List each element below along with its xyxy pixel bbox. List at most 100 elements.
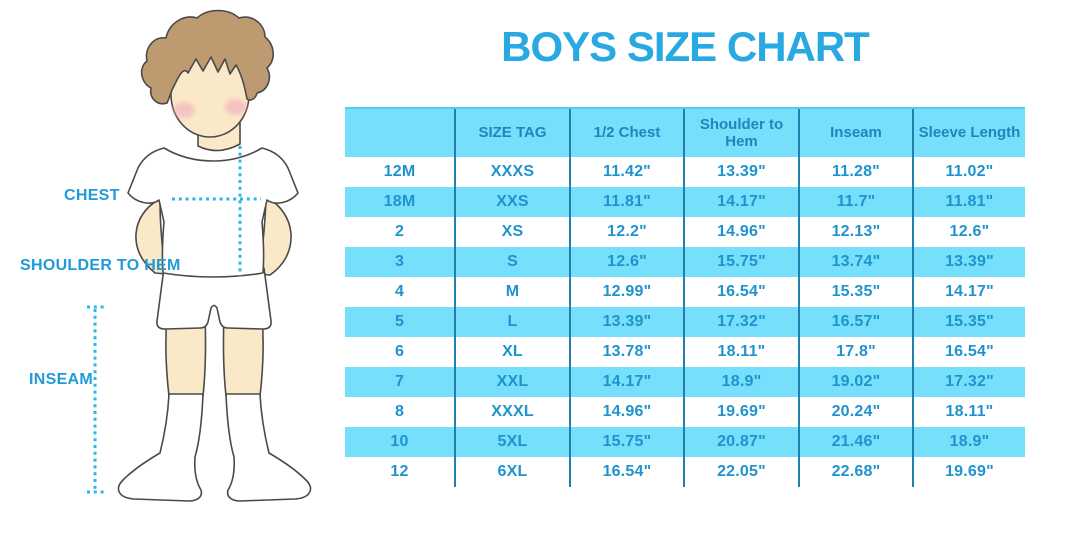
measurement-cell: 16.54" — [683, 277, 799, 307]
size-number-cell: 8 — [394, 403, 405, 420]
measurement-cell: 13.39" — [569, 307, 684, 337]
measurement-cell: 17.32" — [683, 307, 799, 337]
measurement-cell: 5XL — [454, 427, 570, 457]
column-header-size — [345, 107, 455, 157]
measurement-cell: 14.17" — [912, 277, 1025, 307]
boy-illustration — [87, 9, 312, 502]
measurement-cell: 16.57" — [798, 307, 913, 337]
measurement-cell: 11.81" — [569, 187, 684, 217]
measurement-cell: 14.96" — [683, 217, 799, 247]
measurement-cell: 19.69" — [683, 397, 799, 427]
size-table-body: 12M XXXS 11.42" 13.39" 11.28" 11.02" 18M XXS 11.… — [345, 157, 1025, 487]
table-row: 12M XXXS 11.42" 13.39" 11.28" 11.02" — [345, 157, 1025, 187]
inseam-measure-line — [87, 305, 105, 494]
measurement-cell: 13.39" — [683, 157, 799, 187]
size-number-cell: 10 — [390, 433, 409, 450]
measurement-cell: 21.46" — [798, 427, 913, 457]
measurement-cell: 20.87" — [683, 427, 799, 457]
column-header-sleeve-length: Sleeve Length — [912, 107, 1025, 157]
measurement-cell: 13.78" — [569, 337, 684, 367]
measurement-cell: 11.42" — [569, 157, 684, 187]
right-cheek — [225, 99, 247, 115]
measurement-cell: 22.05" — [683, 457, 799, 487]
measurement-cell: L — [454, 307, 570, 337]
measurement-cell: 11.7" — [798, 187, 913, 217]
boy-hair — [140, 9, 274, 105]
measurement-cell: 19.02" — [798, 367, 913, 397]
column-header-size-tag: SIZE TAG — [454, 107, 570, 157]
boy-shirt — [127, 147, 299, 278]
measurement-cell: XS — [454, 217, 570, 247]
table-row: 5 L 13.39" 17.32" 16.57" 15.35" — [345, 307, 1025, 337]
measurement-cell: M — [454, 277, 570, 307]
measurement-cell: S — [454, 247, 570, 277]
measurement-cell: XXXL — [454, 397, 570, 427]
inseam-label: INSEAM — [29, 371, 94, 388]
size-number-cell: 12M — [383, 163, 416, 180]
measurement-cell: 12.2" — [569, 217, 684, 247]
measurement-cell: 15.35" — [912, 307, 1025, 337]
size-number-cell: 5 — [394, 313, 405, 330]
boy-shorts — [156, 267, 272, 330]
measurement-cell: 13.74" — [798, 247, 913, 277]
page-title: BOYS SIZE CHART — [501, 23, 870, 70]
measurement-cell: 17.32" — [912, 367, 1025, 397]
measurement-cell: 11.02" — [912, 157, 1025, 187]
measurement-cell: 18.9" — [683, 367, 799, 397]
measurement-cell: 6XL — [454, 457, 570, 487]
boy-socks — [117, 393, 312, 502]
measurement-cell: 14.96" — [569, 397, 684, 427]
measurement-cell: XL — [454, 337, 570, 367]
measurement-cell: 16.54" — [569, 457, 684, 487]
size-number-cell: 7 — [394, 373, 405, 390]
table-row: 7 XXL 14.17" 18.9" 19.02" 17.32" — [345, 367, 1025, 397]
size-table: SIZE TAG 1/2 Chest Shoulder to Hem Insea… — [345, 107, 1025, 487]
measurement-cell: 12.6" — [912, 217, 1025, 247]
measurement-cell: XXXS — [454, 157, 570, 187]
table-row: 3 S 12.6" 15.75" 13.74" 13.39" — [345, 247, 1025, 277]
measurement-cell: 19.69" — [912, 457, 1025, 487]
measurement-cell: 15.75" — [569, 427, 684, 457]
measurement-cell: 17.8" — [798, 337, 913, 367]
measurement-cell: 15.35" — [798, 277, 913, 307]
measurement-cell: 14.17" — [683, 187, 799, 217]
boy-arms — [135, 197, 292, 276]
table-row: 12 6XL 16.54" 22.05" 22.68" 19.69" — [345, 457, 1025, 487]
measurement-cell: 18.11" — [912, 397, 1025, 427]
measurement-cell: 11.81" — [912, 187, 1025, 217]
left-cheek — [173, 102, 195, 118]
measurement-cell: 11.28" — [798, 157, 913, 187]
measurement-cell: 20.24" — [798, 397, 913, 427]
measurement-cell: 18.9" — [912, 427, 1025, 457]
measurement-cell: XXS — [454, 187, 570, 217]
column-header-inseam: Inseam — [798, 107, 913, 157]
measurement-cell: 12.13" — [798, 217, 913, 247]
size-number-cell: 4 — [394, 283, 405, 300]
measurement-cell: 18.11" — [683, 337, 799, 367]
size-number-cell: 3 — [394, 253, 405, 270]
measurement-cell: 15.75" — [683, 247, 799, 277]
table-row: 6 XL 13.78" 18.11" 17.8" 16.54" — [345, 337, 1025, 367]
column-header-half-chest: 1/2 Chest — [569, 107, 684, 157]
table-row: 2 XS 12.2" 14.96" 12.13" 12.6" — [345, 217, 1025, 247]
measurement-cell: XXL — [454, 367, 570, 397]
chest-label: CHEST — [64, 187, 120, 204]
size-number-cell: 18M — [383, 193, 416, 210]
shoulder-to-hem-label: SHOULDER TO HEM — [20, 257, 181, 274]
table-row: 10 5XL 15.75" 20.87" 21.46" 18.9" — [345, 427, 1025, 457]
measurement-cell: 12.6" — [569, 247, 684, 277]
table-row: 18M XXS 11.81" 14.17" 11.7" 11.81" — [345, 187, 1025, 217]
size-number-cell: 6 — [394, 343, 405, 360]
measurement-cell: 12.99" — [569, 277, 684, 307]
size-number-cell: 12 — [390, 463, 409, 480]
measurement-cell: 13.39" — [912, 247, 1025, 277]
column-header-shoulder-to-hem: Shoulder to Hem — [683, 107, 799, 157]
measurement-cell: 22.68" — [798, 457, 913, 487]
header-row: SIZE TAG 1/2 Chest Shoulder to Hem Insea… — [345, 107, 1025, 157]
boy-legs — [165, 314, 264, 397]
measurement-cell: 16.54" — [912, 337, 1025, 367]
table-row: 8 XXXL 14.96" 19.69" 20.24" 18.11" — [345, 397, 1025, 427]
measurement-cell: 14.17" — [569, 367, 684, 397]
size-number-cell: 2 — [394, 223, 405, 240]
